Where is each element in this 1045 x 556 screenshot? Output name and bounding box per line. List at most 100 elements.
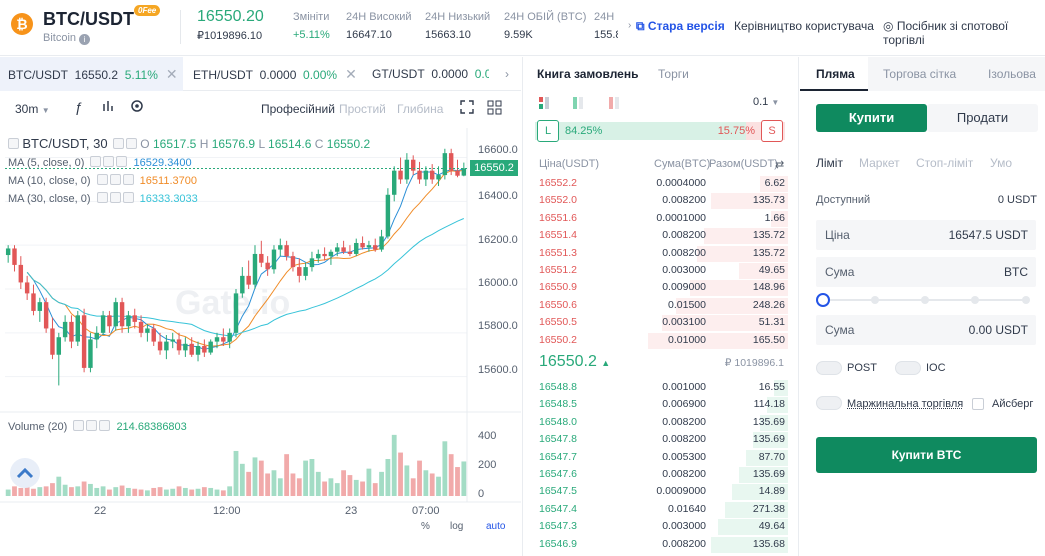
iceberg-checkbox[interactable] (972, 398, 984, 410)
volume-bar (429, 473, 435, 496)
price-field[interactable]: Ціна 16547.5 USDT (816, 220, 1036, 250)
chart-logo-icon[interactable] (10, 458, 40, 488)
mode-professional[interactable]: Професійний (261, 102, 335, 116)
settings-icon[interactable] (109, 192, 121, 203)
visibility-icon[interactable] (73, 420, 85, 431)
ask-row[interactable]: 16551.2 0.003000 49.65 (523, 262, 800, 279)
chevron-right-icon[interactable]: › (505, 67, 509, 81)
amount-field[interactable]: Сума BTC (816, 257, 1036, 287)
tab-grid-trading[interactable]: Торгова сітка (883, 67, 957, 81)
order-type-conditional[interactable]: Умо (990, 156, 1013, 170)
slider-handle[interactable] (816, 293, 830, 307)
pair-tab[interactable]: BTC/USDT 16550.2 5.11% ✕ (0, 57, 183, 91)
bid-row[interactable]: 16547.7 0.005300 87.70 (523, 449, 800, 466)
chevron-right-icon[interactable]: › (628, 20, 632, 31)
mode-simple[interactable]: Простий (339, 102, 386, 116)
slider-step[interactable] (871, 296, 879, 304)
volume-bar (322, 481, 328, 496)
settings-icon[interactable] (109, 174, 121, 185)
view-both-icon[interactable] (539, 97, 549, 112)
ask-row[interactable]: 16552.0 0.008200 135.73 (523, 192, 800, 210)
ask-row[interactable]: 16550.6 0.01500 248.26 (523, 297, 800, 314)
slider-step[interactable] (1022, 296, 1030, 304)
candlestick-chart[interactable]: Gate.io (0, 92, 521, 556)
order-type-limit[interactable]: Ліміт (816, 156, 843, 170)
post-only-toggle[interactable] (816, 361, 842, 375)
bid-row[interactable]: 16548.0 0.008200 135.69 (523, 414, 800, 431)
ask-row[interactable]: 16551.3 0.008200 135.72 (523, 245, 800, 262)
ask-row[interactable]: 16551.4 0.008200 135.72 (523, 227, 800, 245)
close-icon[interactable] (122, 192, 134, 203)
fullscreen-icon[interactable] (460, 100, 474, 117)
visibility-icon[interactable] (96, 192, 108, 203)
close-icon[interactable]: ✕ (165, 66, 178, 82)
bid-row[interactable]: 16546.9 0.008200 135.68 (523, 536, 800, 553)
visibility-icon[interactable] (90, 156, 102, 167)
amount: 0.005300 (662, 450, 706, 463)
indicator-icon[interactable]: ƒ (75, 99, 83, 115)
tab-spot[interactable]: Пляма (816, 67, 855, 81)
settings-icon[interactable] (103, 156, 115, 167)
swap-icon[interactable]: ⇄ (775, 159, 785, 171)
short-button[interactable]: S (761, 120, 783, 142)
buy-tab-button[interactable]: Купити (816, 104, 927, 132)
percent-scale-button[interactable]: % (421, 521, 430, 532)
view-bids-icon[interactable] (573, 97, 583, 112)
ask-row[interactable]: 16552.2 0.0004000 6.62 (523, 175, 800, 192)
bar-style-icon[interactable] (102, 99, 116, 116)
margin-label[interactable]: Маржинальна торгівля (847, 398, 964, 410)
bid-row[interactable]: 16548.5 0.006900 114.18 (523, 396, 800, 414)
sell-tab-button[interactable]: Продати (927, 104, 1038, 132)
margin-toggle[interactable] (816, 396, 842, 410)
slider-step[interactable] (971, 296, 979, 304)
close-icon[interactable] (99, 420, 111, 431)
view-asks-icon[interactable] (609, 97, 619, 112)
interval-select[interactable]: 30m ▼ (15, 102, 50, 116)
old-version-link[interactable]: ⧉ Стара версія (636, 19, 725, 33)
pair-tab[interactable]: ETH/USDT 0.0000 0.00% ✕ (193, 66, 357, 82)
pair-tab[interactable]: GT/USDT 0.0000 0.00% (372, 67, 489, 81)
bid-row[interactable]: 16547.8 0.008200 135.69 (523, 431, 800, 449)
amount: 0.008200 (662, 468, 706, 480)
slider-step[interactable] (921, 296, 929, 304)
total-field[interactable]: Сума 0.00 USDT (816, 315, 1036, 345)
tab-isolated[interactable]: Ізольова (988, 67, 1036, 81)
precision-select[interactable]: 0.1 ▼ (753, 96, 780, 108)
bid-row[interactable]: 16547.3 0.003000 49.64 (523, 518, 800, 536)
visibility-icon[interactable] (112, 138, 124, 149)
auto-scale-button[interactable]: auto (486, 521, 506, 532)
close-icon[interactable] (122, 174, 134, 185)
order-type-stop-limit[interactable]: Стоп-ліміт (916, 156, 974, 170)
settings-icon[interactable] (125, 138, 137, 149)
close-icon[interactable]: ✕ (345, 66, 357, 82)
tab-order-book[interactable]: Книга замовлень (537, 67, 639, 81)
bid-row[interactable]: 16548.8 0.001000 16.55 (523, 379, 800, 396)
settings-icon[interactable] (130, 99, 144, 116)
ask-row[interactable]: 16551.6 0.0001000 1.66 (523, 210, 800, 227)
amount-slider[interactable] (816, 293, 1034, 307)
spot-guide-link[interactable]: ◎ Посібник зі спотової торгівлі (883, 19, 1009, 47)
bid-row[interactable]: 16547.6 0.008200 135.69 (523, 466, 800, 483)
user-guide-link[interactable]: Керівництво користувача (734, 19, 874, 33)
bid-row[interactable]: 16547.4 0.01640 271.38 (523, 501, 800, 518)
caret-down-icon: ▼ (41, 106, 50, 115)
tab-trades[interactable]: Торги (658, 67, 689, 81)
ioc-toggle[interactable] (895, 361, 921, 375)
long-button[interactable]: L (537, 120, 559, 142)
settings-icon[interactable] (86, 420, 98, 431)
layout-grid-icon[interactable] (487, 100, 502, 118)
log-scale-button[interactable]: log (450, 521, 464, 532)
collapse-icon[interactable] (8, 138, 19, 149)
buy-btc-button[interactable]: Купити BTC (816, 437, 1037, 473)
ask-row[interactable]: 16550.2 0.01000 165.50 (523, 332, 800, 349)
x-tick: 23 (345, 505, 358, 517)
ask-row[interactable]: 16550.9 0.009000 148.96 (523, 279, 800, 297)
ask-row[interactable]: 16550.5 0.003100 51.31 (523, 314, 800, 332)
close-icon[interactable] (116, 156, 128, 167)
visibility-icon[interactable] (96, 174, 108, 185)
info-icon[interactable]: i (79, 34, 91, 45)
order-type-market[interactable]: Маркет (859, 156, 900, 170)
pair-title[interactable]: BTC/USDT (43, 9, 134, 29)
mode-depth[interactable]: Глибина (397, 102, 444, 116)
bid-row[interactable]: 16547.5 0.0009000 14.89 (523, 483, 800, 501)
